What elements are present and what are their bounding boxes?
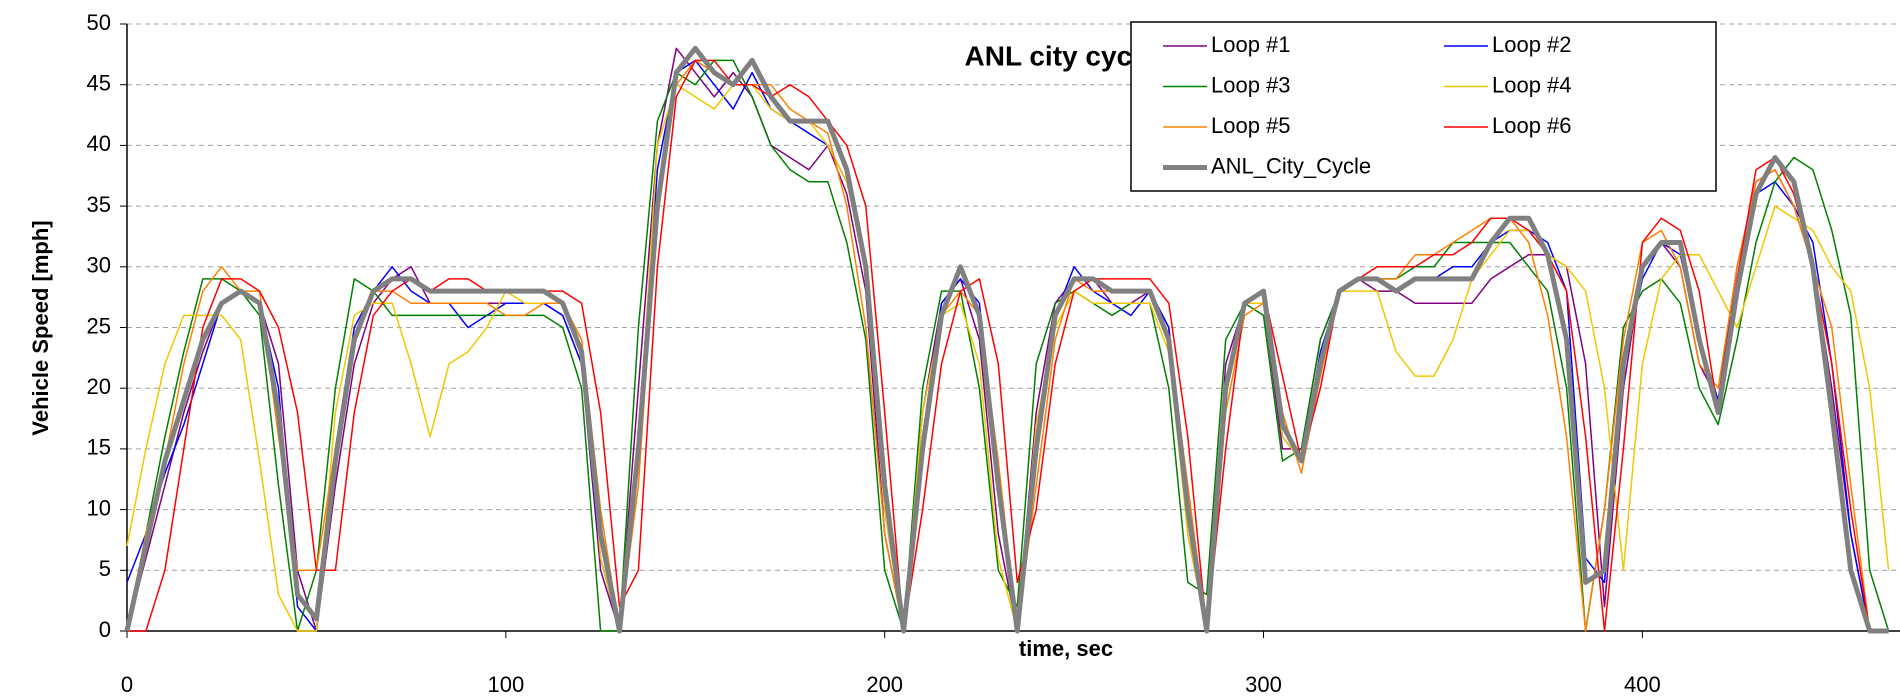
- y-tick-label: 15: [87, 435, 111, 460]
- legend: Loop #1 Loop #2 Loop #3 Loop #4 Loop #5 Loop …: [1130, 21, 1717, 192]
- legend-label: Loop #1: [1211, 32, 1291, 57]
- legend-label: Loop #2: [1492, 32, 1572, 57]
- legend-label: Loop #3: [1211, 72, 1291, 97]
- x-tick-label: 0: [121, 672, 133, 697]
- series-line: [124, 45, 1889, 634]
- legend-box: [1130, 21, 1717, 192]
- legend-label: Loop #6: [1492, 113, 1572, 138]
- series-line: [126, 83, 1890, 632]
- y-tick-label: 40: [87, 131, 111, 156]
- x-tick-label: 100: [487, 672, 524, 697]
- y-tick-label: 5: [99, 556, 111, 581]
- y-tick-label: 20: [87, 374, 111, 399]
- y-tick-label: 10: [87, 495, 111, 520]
- y-tick-label: 45: [87, 71, 111, 96]
- x-tick-label: 200: [866, 672, 903, 697]
- legend-label: ANL_City_Cycle: [1211, 153, 1371, 178]
- y-tick-label: 35: [87, 192, 111, 217]
- legend-label: Loop #5: [1211, 113, 1291, 138]
- chart-title: ANL city cycle: [965, 40, 1156, 71]
- x-tick-label: 300: [1245, 672, 1282, 697]
- y-tick-label: 30: [87, 253, 111, 278]
- x-tick-label: 400: [1624, 672, 1661, 697]
- y-axis-label: Vehicle Speed [mph]: [28, 220, 53, 435]
- y-tick-label: 0: [99, 617, 111, 642]
- x-axis-label: time, sec: [1019, 636, 1113, 661]
- legend-label: Loop #4: [1492, 72, 1572, 97]
- y-tick-label: 25: [87, 313, 111, 338]
- y-tick-label: 50: [87, 10, 111, 35]
